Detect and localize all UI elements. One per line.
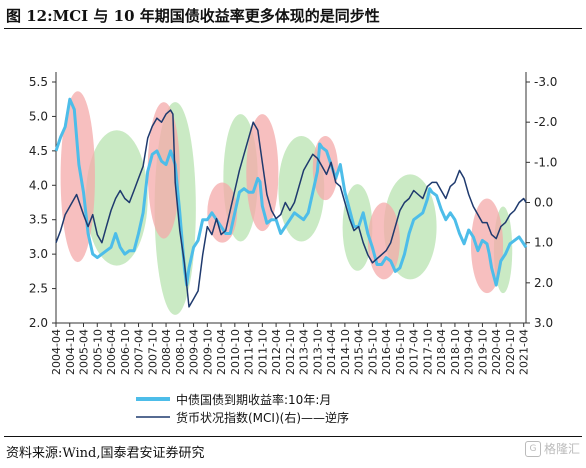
x-tick-label-31: 2019-10	[476, 329, 489, 375]
x-tick-label-34: 2021-04	[518, 329, 531, 375]
x-tick-label-15: 2011-10	[256, 329, 269, 375]
left-tick-label-1: 2.5	[29, 282, 48, 296]
x-tick-label-2: 2005-04	[78, 329, 91, 375]
mci-yield-chart: 2.0 2.5 3.0 3.5 4.0 4.5 5.0 5.5 -3.0 -2.0 -1.0 0.0 1…	[0, 0, 586, 440]
x-tick-label-5: 2006-10	[119, 329, 132, 375]
legend-label-0: 中债国债到期收益率:10年:月	[176, 392, 331, 407]
right-tick-label-0: -3.0	[534, 75, 557, 89]
x-tick-label-22: 2015-04	[353, 329, 366, 375]
x-tick-label-13: 2010-10	[229, 329, 242, 375]
x-tick-label-33: 2020-10	[504, 329, 517, 375]
x-tick-label-17: 2012-10	[284, 329, 297, 375]
x-tick-label-11: 2009-10	[201, 329, 214, 375]
x-tick-label-32: 2020-04	[490, 329, 503, 375]
right-tick-label-4: 1.0	[534, 236, 553, 250]
x-tick-label-12: 2010-04	[215, 329, 228, 375]
right-tick-label-6: 3.0	[534, 316, 553, 330]
g-logo-icon: G	[525, 441, 541, 457]
x-tick-label-9: 2008-10	[174, 329, 187, 375]
left-tick-label-4: 4.0	[29, 178, 48, 192]
x-tick-label-19: 2013-10	[311, 329, 324, 375]
right-tick-label-1: -2.0	[534, 115, 557, 129]
x-tick-label-0: 2004-04	[50, 329, 63, 375]
x-tick-label-26: 2017-04	[408, 329, 421, 375]
x-tick-label-25: 2016-10	[394, 329, 407, 375]
x-tick-label-10: 2009-04	[188, 329, 201, 375]
left-tick-label-6: 5.0	[29, 109, 48, 123]
x-tick-label-4: 2006-04	[105, 329, 118, 375]
right-tick-label-5: 2.0	[534, 276, 553, 290]
x-tick-label-21: 2014-10	[339, 329, 352, 375]
legend-label-1: 货币状况指数(MCI)(右)——逆序	[176, 410, 349, 425]
x-tick-label-20: 2014-04	[325, 329, 338, 375]
watermark-text: 格隆汇	[544, 440, 580, 457]
x-tick-label-27: 2017-10	[421, 329, 434, 375]
x-tick-label-16: 2012-04	[270, 329, 283, 375]
x-tick-label-23: 2015-10	[366, 329, 379, 375]
x-tick-label-14: 2011-04	[243, 329, 256, 375]
right-tick-label-2: -1.0	[534, 155, 557, 169]
x-tick-label-8: 2008-04	[160, 329, 173, 375]
x-tick-label-1: 2004-10	[64, 329, 77, 375]
left-tick-label-3: 3.5	[29, 213, 48, 227]
watermark: G 格隆汇	[525, 440, 580, 457]
source-rule	[4, 436, 582, 437]
x-tick-label-18: 2013-04	[298, 329, 311, 375]
x-tick-label-24: 2016-04	[380, 329, 393, 375]
left-tick-label-7: 5.5	[29, 75, 48, 89]
left-tick-label-5: 4.5	[29, 144, 48, 158]
x-tick-label-30: 2019-04	[463, 329, 476, 375]
x-tick-label-28: 2018-04	[435, 329, 448, 375]
right-tick-label-3: 0.0	[534, 196, 553, 210]
left-tick-label-0: 2.0	[29, 316, 48, 330]
x-tick-label-7: 2007-10	[146, 329, 159, 375]
x-tick-label-6: 2007-04	[133, 329, 146, 375]
x-tick-label-3: 2005-10	[91, 329, 104, 375]
source-note: 资料来源:Wind,国泰君安证券研究	[6, 442, 205, 461]
left-tick-label-2: 3.0	[29, 247, 48, 261]
x-tick-label-29: 2018-10	[449, 329, 462, 375]
